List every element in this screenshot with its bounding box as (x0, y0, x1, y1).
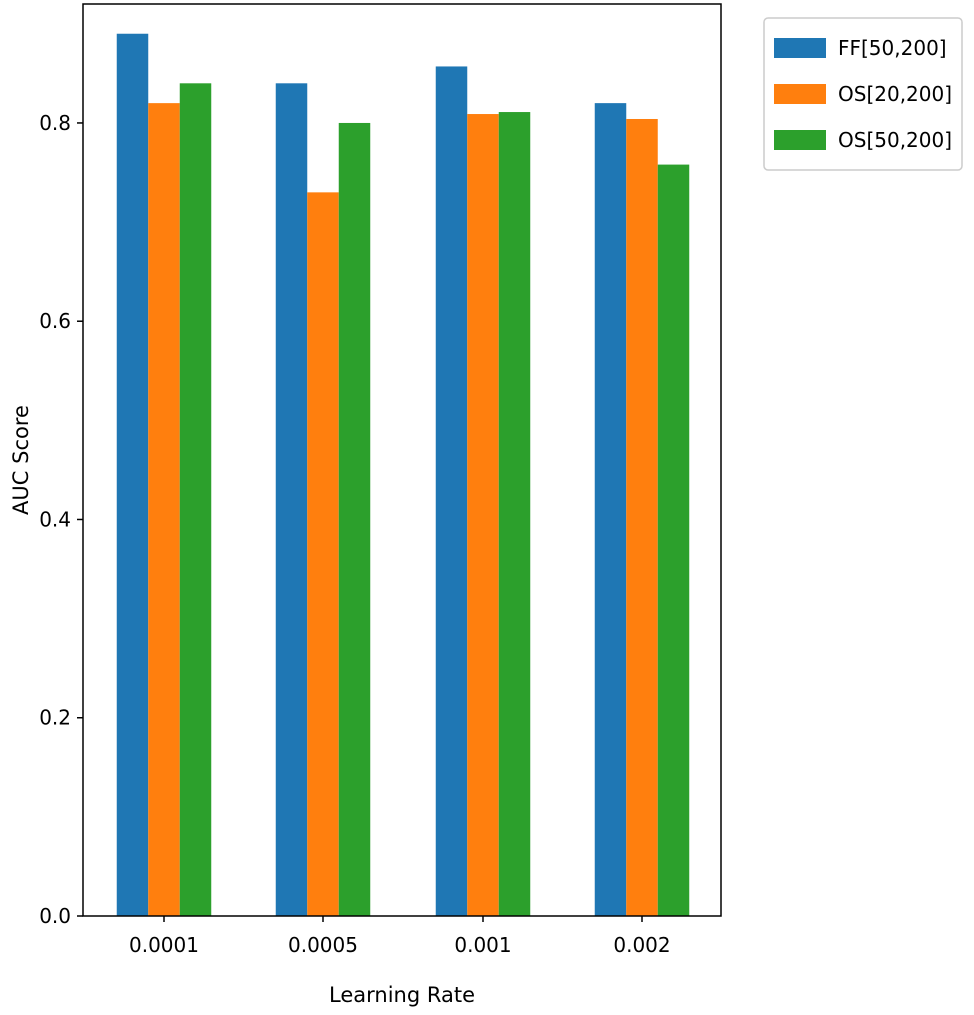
y-tick-label: 0.6 (39, 309, 71, 333)
bar-OS[50,200]-0.001 (498, 112, 531, 916)
y-tick-label: 0.4 (39, 507, 71, 531)
bar-OS[20,200]-0.0005 (307, 192, 339, 916)
legend-label: OS[20,200] (838, 82, 952, 106)
bar-OS[20,200]-0.002 (626, 118, 658, 916)
x-tick-label: 0.0001 (129, 933, 199, 957)
bar-FF[50,200]-0.001 (435, 66, 468, 917)
legend-swatch (774, 38, 826, 58)
legend-label: FF[50,200] (838, 36, 947, 60)
x-tick-label: 0.002 (613, 933, 670, 957)
x-axis-label: Learning Rate (329, 983, 475, 1007)
legend-label: OS[50,200] (838, 128, 952, 152)
bar-OS[50,200]-0.0005 (338, 122, 371, 916)
bar-OS[50,200]-0.0001 (179, 83, 212, 917)
plot-frame (82, 3, 722, 917)
y-axis-label: AUC Score (9, 405, 33, 515)
y-tick-label: 0.0 (39, 904, 71, 928)
bar-FF[50,200]-0.0001 (116, 33, 149, 916)
bar-OS[20,200]-0.001 (467, 114, 499, 916)
legend-swatch (774, 130, 826, 150)
x-tick-label: 0.0005 (288, 933, 358, 957)
y-tick-label: 0.2 (39, 706, 71, 730)
bars-layer (116, 33, 690, 917)
legend-swatch (774, 84, 826, 104)
bar-OS[20,200]-0.0001 (148, 103, 180, 916)
y-axis-ticks: 0.0 0.2 0.4 0.6 0.8 (39, 111, 83, 928)
y-tick-label: 0.8 (39, 111, 71, 135)
bar-FF[50,200]-0.0005 (275, 83, 308, 917)
x-axis-ticks: 0.0001 0.0005 0.001 0.002 (129, 916, 671, 957)
x-tick-label: 0.001 (454, 933, 511, 957)
bar-OS[50,200]-0.002 (657, 164, 690, 916)
bar-FF[50,200]-0.002 (594, 103, 627, 916)
legend: FF[50,200] OS[20,200] OS[50,200] (763, 17, 963, 171)
